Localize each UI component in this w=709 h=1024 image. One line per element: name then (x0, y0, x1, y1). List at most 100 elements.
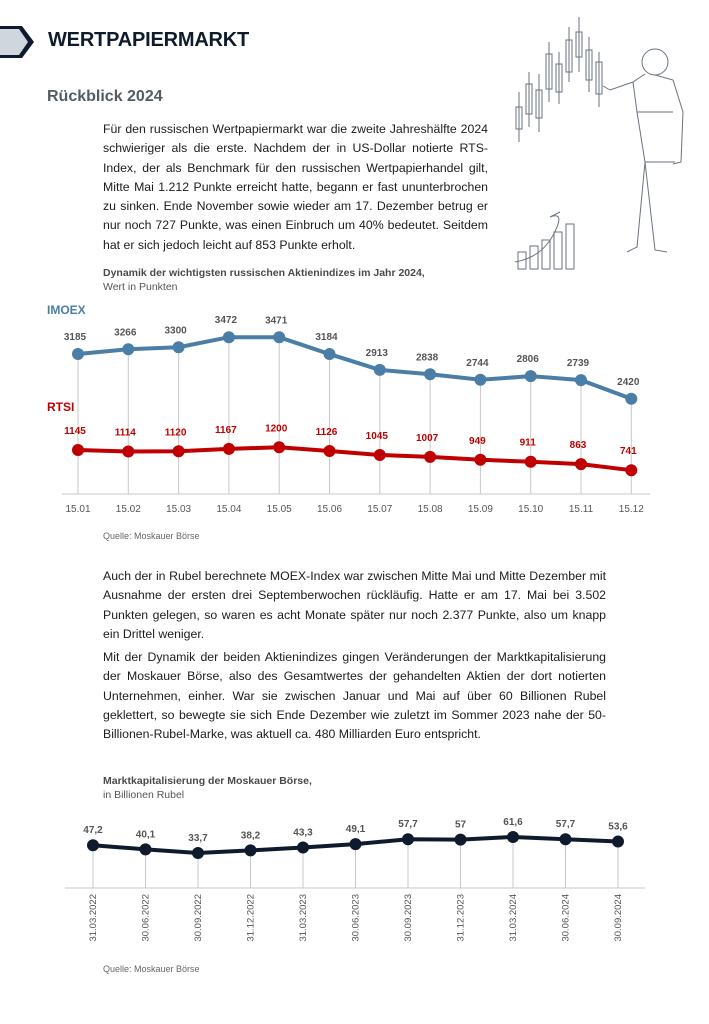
index-chart-title-text: Dynamik der wichtigsten russischen Aktie… (103, 267, 425, 279)
mcap-point (192, 847, 204, 859)
mcap-value-label: 49,1 (346, 824, 366, 835)
mcap-value-label: 57,7 (556, 819, 576, 830)
rtsi-point (122, 445, 135, 458)
mcap-value-label: 57,7 (398, 819, 418, 830)
mcap-point (559, 833, 572, 846)
rtsi-value-label: 1120 (165, 427, 187, 438)
rtsi-point (222, 442, 235, 455)
x-tick-label: 31.03.2024 (508, 894, 519, 942)
rtsi-point (474, 453, 487, 466)
rtsi-series-label: RTSI (47, 400, 74, 414)
mcap-chart-subtitle: in Billionen Rubel (103, 789, 185, 801)
rtsi-point (625, 464, 638, 477)
mcap-point (507, 830, 519, 843)
imoex-value-label: 3266 (114, 327, 137, 338)
imoex-point (122, 343, 135, 356)
intro-paragraph: Für den russischen Wertpapiermarkt war d… (103, 122, 488, 252)
rtsi-point (323, 444, 336, 457)
imoex-value-label: 3300 (164, 325, 187, 336)
x-tick-label: 15.09 (468, 504, 493, 515)
x-tick-label: 31.03.2022 (88, 894, 99, 942)
x-tick-label: 30.06.2024 (561, 894, 572, 942)
mcap-chart-title: Marktkapitalisierung der Moskauer Börse,… (103, 774, 312, 802)
rtsi-value-label: 1145 (64, 426, 86, 437)
x-tick-label: 30.09.2022 (193, 894, 204, 942)
rtsi-value-label: 1045 (366, 431, 389, 442)
market-cap-paragraph: Mit der Dynamik der beiden Aktienindizes… (103, 650, 606, 742)
page-title: WERTPAPIERMARKT (48, 29, 250, 51)
mcap-value-label: 33,7 (188, 833, 208, 844)
mcap-value-label: 61,6 (503, 817, 523, 828)
imoex-point (222, 331, 235, 344)
imoex-point (625, 392, 638, 405)
imoex-value-label: 3185 (64, 332, 87, 343)
x-tick-label: 30.09.2024 (613, 894, 624, 942)
imoex-point (172, 341, 185, 354)
imoex-line (77, 335, 632, 401)
x-tick-label: 15.10 (518, 504, 543, 515)
imoex-value-label: 2739 (567, 358, 590, 369)
x-tick-label: 30.09.2023 (403, 894, 414, 942)
rtsi-point (575, 458, 587, 471)
rtsi-point (72, 444, 84, 456)
businessman-candlestick-illustration (514, 17, 684, 270)
x-tick-label: 30.06.2023 (351, 894, 362, 942)
x-tick-label: 31.12.2022 (246, 894, 257, 942)
x-tick-label: 15.11 (569, 504, 594, 515)
rtsi-value-label: 1200 (265, 423, 288, 434)
imoex-point (424, 368, 437, 381)
imoex-value-label: 2806 (517, 354, 540, 365)
imoex-series-label: IMOEX (47, 303, 86, 317)
x-tick-label: 15.03 (166, 504, 191, 515)
imoex-value-label: 2838 (416, 352, 439, 363)
mcap-point (297, 841, 309, 854)
x-tick-label: 15.06 (317, 504, 342, 515)
rtsi-value-label: 1126 (316, 427, 338, 438)
imoex-value-label: 2744 (466, 358, 489, 369)
header-tab-shape (0, 26, 34, 58)
rtsi-point (373, 449, 386, 461)
rtsi-point (172, 445, 185, 458)
mcap-point (87, 839, 99, 852)
mcap-point (244, 844, 257, 857)
moex-paragraph: Auch der in Rubel berechnete MOEX-Index … (103, 569, 606, 641)
mcap-point (402, 833, 414, 846)
imoex-point (273, 331, 286, 344)
index-chart-title: Dynamik der wichtigsten russischen Aktie… (103, 266, 425, 294)
imoex-value-label: 2913 (366, 348, 389, 359)
index-line-chart: IMOEX RTSI 3185 1145 15.01 3266 1114 15.02 3300 1… (47, 303, 650, 515)
imoex-point (373, 363, 386, 376)
mcap-point (612, 835, 624, 848)
imoex-value-label: 3471 (265, 315, 288, 326)
imoex-value-label: 2420 (617, 377, 640, 388)
imoex-point (72, 348, 84, 360)
x-tick-label: 31.03.2023 (298, 894, 309, 942)
imoex-point (524, 370, 537, 383)
rtsi-value-label: 1114 (115, 428, 137, 439)
mcap-value-label: 53,6 (608, 822, 628, 833)
rtsi-value-label: 1007 (416, 433, 439, 444)
market-cap-line-chart: 47,2 31.03.2022 40,1 30.06.2022 33,7 30.09.20… (65, 817, 645, 942)
rtsi-point (424, 450, 437, 463)
imoex-value-label: 3184 (315, 332, 338, 343)
x-tick-label: 15.12 (619, 504, 644, 515)
imoex-point (474, 373, 487, 386)
mcap-value-label: 38,2 (241, 830, 261, 841)
rtsi-point (273, 441, 286, 454)
x-tick-label: 15.04 (216, 504, 241, 515)
mcap-point (139, 843, 152, 856)
section-title: Rückblick 2024 (47, 88, 163, 105)
rtsi-value-label: 1167 (215, 425, 237, 436)
mcap-value-label: 43,3 (293, 827, 313, 838)
x-tick-label: 15.01 (65, 504, 90, 515)
x-tick-label: 31.12.2023 (456, 894, 467, 942)
rtsi-line (77, 445, 632, 473)
index-chart-subtitle: Wert in Punkten (103, 281, 178, 293)
x-tick-label: 30.06.2022 (141, 894, 152, 942)
x-tick-label: 15.07 (367, 504, 392, 515)
rtsi-value-label: 741 (620, 446, 637, 457)
mcap-value-label: 40,1 (136, 829, 156, 840)
x-tick-label: 15.02 (116, 504, 141, 515)
rtsi-value-label: 863 (570, 440, 587, 451)
index-chart-source: Quelle: Moskauer Börse (103, 531, 200, 541)
